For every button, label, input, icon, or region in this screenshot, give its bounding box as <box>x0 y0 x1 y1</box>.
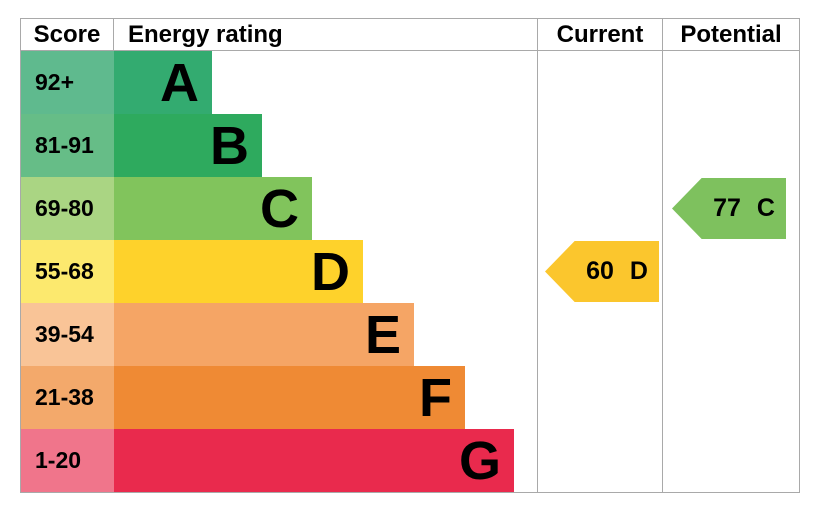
current-rating-letter: D <box>629 257 648 285</box>
band-row: 1-20 G <box>21 429 799 492</box>
score-cell: 21-38 <box>21 366 114 429</box>
current-rating-value: 60 <box>586 257 614 285</box>
epc-table: Score Energy rating Current Potential 92… <box>20 18 800 493</box>
current-rating-arrow: 60 D <box>545 241 659 302</box>
score-range-label: 1-20 <box>35 447 82 473</box>
band-bar: B <box>114 114 262 177</box>
band-bar: G <box>114 429 514 492</box>
score-cell: 92+ <box>21 51 114 114</box>
header-current: Current <box>538 19 663 50</box>
band-letter: A <box>160 52 199 113</box>
header-score: Score <box>21 19 114 50</box>
potential-rating-arrow: 77 C <box>672 178 786 239</box>
score-range-label: 55-68 <box>35 258 94 284</box>
band-bar: A <box>114 51 212 114</box>
potential-rating-letter: C <box>756 194 775 222</box>
band-rows: 92+ A 81-91 B 69-80 C 55-68 D 39-54 <box>21 51 799 492</box>
band-letter: B <box>210 115 249 176</box>
column-divider-current <box>537 51 538 492</box>
score-range-label: 69-80 <box>35 195 94 221</box>
score-cell: 55-68 <box>21 240 114 303</box>
score-range-label: 21-38 <box>35 384 94 410</box>
band-letter: C <box>260 178 299 239</box>
header-potential: Potential <box>680 20 782 48</box>
band-bar: F <box>114 366 465 429</box>
score-cell: 81-91 <box>21 114 114 177</box>
band-row: 92+ A <box>21 51 799 114</box>
band-letter: F <box>419 367 452 428</box>
score-range-label: 39-54 <box>35 321 94 347</box>
column-divider-potential <box>662 51 663 492</box>
band-row: 69-80 C <box>21 177 799 240</box>
band-letter: D <box>311 241 350 302</box>
band-row: 39-54 E <box>21 303 799 366</box>
score-cell: 69-80 <box>21 177 114 240</box>
band-bar: E <box>114 303 414 366</box>
band-letter: G <box>458 430 501 491</box>
band-letter: E <box>364 304 401 365</box>
header-energy-rating: Energy rating <box>114 19 538 50</box>
header-row: Score Energy rating Current Potential <box>21 19 799 51</box>
band-row: 55-68 D <box>21 240 799 303</box>
band-bar: D <box>114 240 363 303</box>
score-range-label: 81-91 <box>35 132 94 158</box>
score-cell: 1-20 <box>21 429 114 492</box>
potential-rating-value: 77 <box>713 194 741 222</box>
band-row: 81-91 B <box>21 114 799 177</box>
score-range-label: 92+ <box>35 69 75 95</box>
band-bar: C <box>114 177 312 240</box>
chart-body: 92+ A 81-91 B 69-80 C 55-68 D 39-54 <box>21 51 799 492</box>
score-cell: 39-54 <box>21 303 114 366</box>
band-row: 21-38 F <box>21 366 799 429</box>
